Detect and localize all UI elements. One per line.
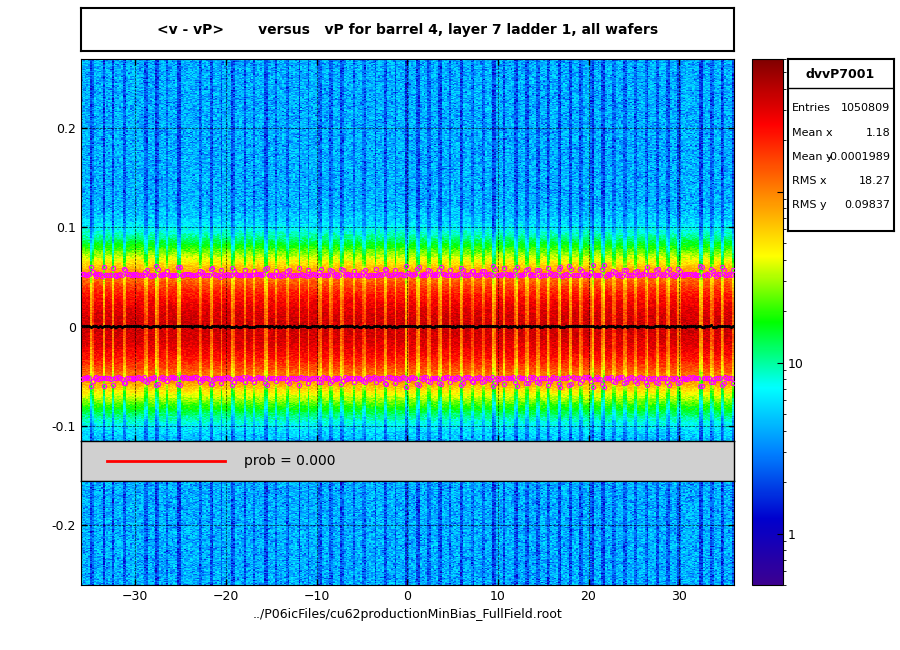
Text: 1050809: 1050809 (842, 103, 890, 114)
Text: RMS y: RMS y (792, 200, 826, 210)
Text: <v - vP>       versus   vP for barrel 4, layer 7 ladder 1, all wafers: <v - vP> versus vP for barrel 4, layer 7… (157, 23, 658, 36)
Text: RMS x: RMS x (792, 176, 826, 186)
Text: Mean x: Mean x (792, 127, 832, 138)
Text: 1.18: 1.18 (866, 127, 890, 138)
Text: 18.27: 18.27 (859, 176, 890, 186)
Text: dvvP7001: dvvP7001 (806, 68, 875, 81)
Text: prob = 0.000: prob = 0.000 (244, 454, 336, 468)
Text: Entries: Entries (792, 103, 831, 114)
Text: -0.0001989: -0.0001989 (826, 151, 890, 162)
Text: 10: 10 (830, 66, 846, 79)
Text: 0.09837: 0.09837 (844, 200, 890, 210)
X-axis label: ../P06icFiles/cu62productionMinBias_FullField.root: ../P06icFiles/cu62productionMinBias_Full… (252, 608, 562, 621)
Text: Mean y: Mean y (792, 151, 832, 162)
